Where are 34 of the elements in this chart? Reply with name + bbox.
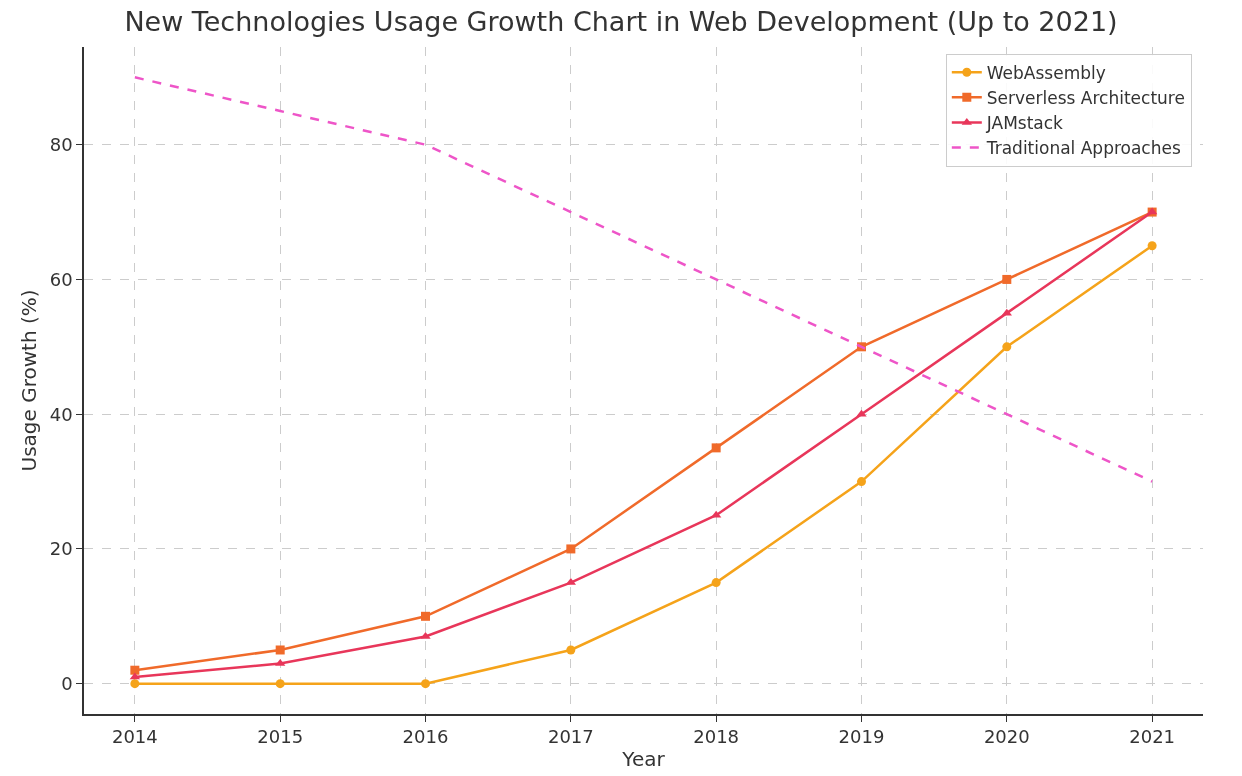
point xyxy=(566,645,576,655)
legend-label: Traditional Approaches xyxy=(985,138,1181,159)
y-axis-title: Usage Growth (%) xyxy=(16,289,41,472)
point xyxy=(711,578,721,588)
point xyxy=(275,679,285,689)
point xyxy=(1002,274,1012,284)
y-tick-label: 20 xyxy=(49,538,73,560)
point xyxy=(130,665,140,675)
y-tick-label: 60 xyxy=(49,268,73,290)
x-tick-label: 2019 xyxy=(838,726,885,748)
point xyxy=(566,544,576,554)
chart-title: New Technologies Usage Growth Chart in Web Development (Up to 2021) xyxy=(124,5,1118,37)
point xyxy=(275,645,285,655)
y-tick-label: 80 xyxy=(49,133,73,155)
legend-label: WebAssembly xyxy=(986,62,1106,83)
point xyxy=(856,477,866,487)
x-tick-label: 2014 xyxy=(111,726,158,748)
x-tick-label: 2021 xyxy=(1129,726,1176,748)
legend-label: Serverless Architecture xyxy=(986,87,1185,108)
x-tick-label: 2017 xyxy=(547,726,594,748)
x-axis-title: Year xyxy=(621,747,666,772)
point xyxy=(421,679,431,689)
x-tick-label: 2018 xyxy=(693,726,740,748)
x-tick-label: 2020 xyxy=(983,726,1030,748)
point xyxy=(421,611,431,621)
point xyxy=(711,443,721,453)
x-tick-label: 2016 xyxy=(402,726,449,748)
x-tick-label: 2015 xyxy=(257,726,304,748)
point xyxy=(1002,342,1012,352)
point xyxy=(130,679,140,689)
point xyxy=(1147,241,1157,251)
y-tick-label: 0 xyxy=(61,672,73,694)
legend-label: JAMstack xyxy=(985,113,1064,134)
y-tick-label: 40 xyxy=(49,403,73,425)
